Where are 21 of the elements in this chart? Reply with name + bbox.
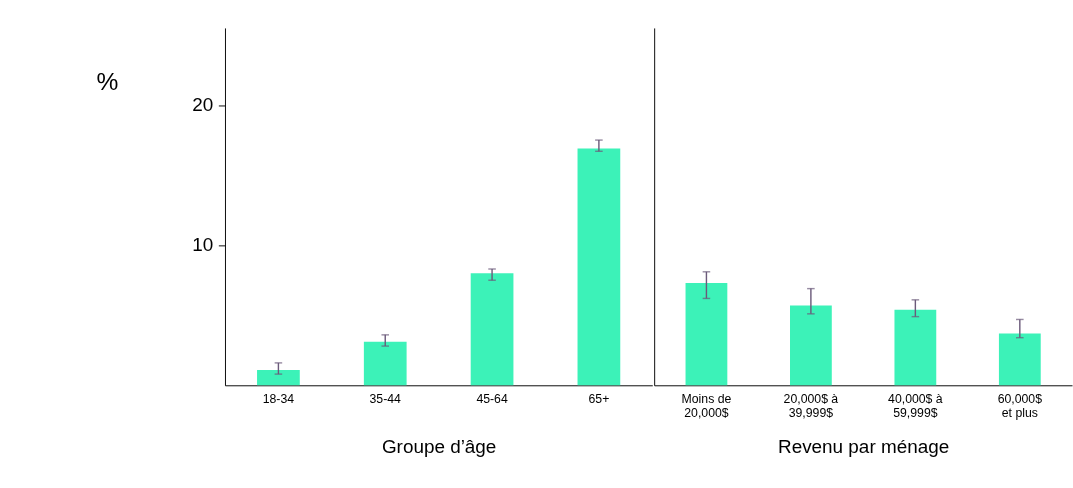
bar: [257, 369, 300, 386]
bar: [470, 273, 514, 386]
bar: [998, 333, 1041, 386]
x-tick-label: 20,000$ à 39,999$: [783, 391, 839, 420]
x-tick-label: 18-34: [262, 391, 295, 406]
x-tick-label: 45-64: [476, 391, 508, 406]
bar: [790, 305, 832, 386]
x-tick-label: 60,000$ et plus: [997, 391, 1043, 420]
y-axis-title: %: [96, 67, 119, 95]
x-tick-label: Moins de 20,000$: [681, 391, 732, 420]
x-tick-label: 35-44: [369, 391, 402, 406]
bar: [894, 309, 937, 386]
y-tick-label: 10: [192, 234, 214, 256]
bar: [685, 283, 728, 386]
x-tick-label: 65+: [588, 391, 610, 406]
x-axis-title: Revenu par ménage: [778, 435, 950, 457]
bar: [577, 148, 621, 386]
x-axis-title: Groupe d’âge: [381, 435, 497, 457]
bar: [363, 341, 407, 386]
x-tick-label: 40,000$ à 59,999$: [888, 391, 943, 420]
y-tick-label: 20: [192, 94, 214, 116]
